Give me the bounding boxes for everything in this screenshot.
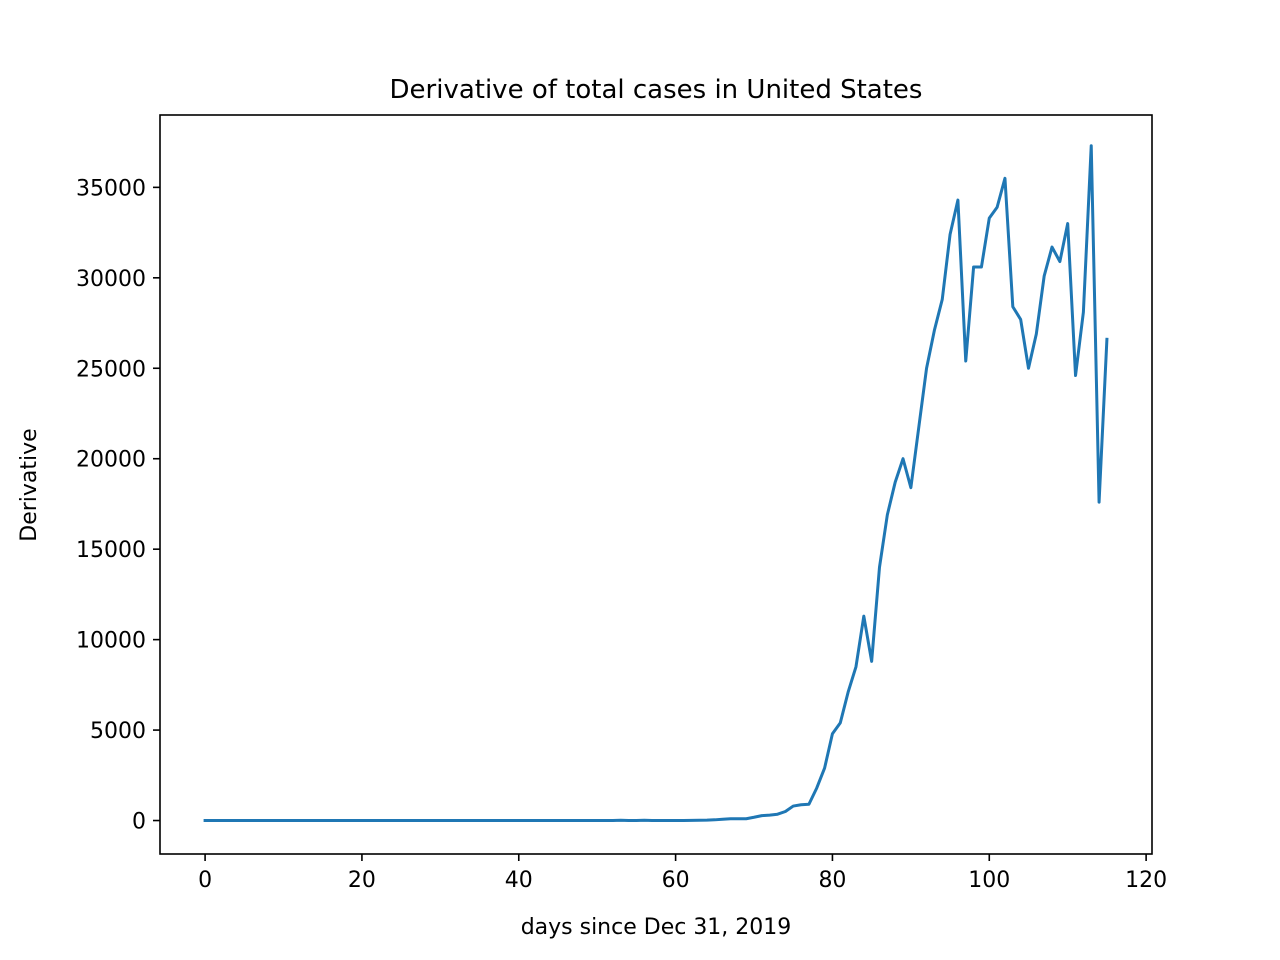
y-tick-label: 5000 bbox=[90, 719, 146, 744]
x-tick-label: 20 bbox=[348, 868, 376, 893]
x-axis-label: days since Dec 31, 2019 bbox=[521, 915, 792, 940]
x-tick-label: 0 bbox=[198, 868, 212, 893]
plot-area bbox=[160, 115, 1152, 854]
x-tick-label: 120 bbox=[1125, 868, 1167, 893]
chart-title: Derivative of total cases in United Stat… bbox=[390, 75, 923, 105]
x-tick-label: 80 bbox=[818, 868, 846, 893]
y-tick-label: 0 bbox=[132, 810, 146, 835]
y-tick-label: 25000 bbox=[76, 357, 146, 382]
series-line bbox=[203, 144, 1109, 823]
x-tick-label: 40 bbox=[505, 868, 533, 893]
y-tick-label: 35000 bbox=[76, 176, 146, 201]
y-tick-label: 15000 bbox=[76, 538, 146, 563]
x-axis-ticks: 0 20 40 60 80 100 120 bbox=[198, 854, 1167, 893]
y-tick-label: 20000 bbox=[76, 448, 146, 473]
y-axis-ticks: 0 5000 10000 15000 20000 25000 30000 35000 bbox=[76, 176, 160, 835]
plot-frame bbox=[159, 114, 1153, 855]
x-tick-label: 60 bbox=[662, 868, 690, 893]
y-axis-label: Derivative bbox=[17, 428, 42, 541]
y-tick-label: 30000 bbox=[76, 267, 146, 292]
x-tick-label: 100 bbox=[968, 868, 1010, 893]
y-tick-label: 10000 bbox=[76, 629, 146, 654]
